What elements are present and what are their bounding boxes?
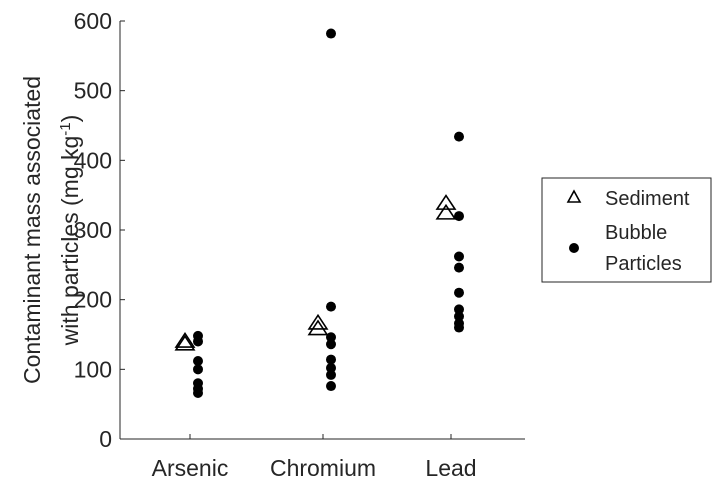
sediment-point (309, 321, 327, 335)
bubble-particle-point (454, 288, 464, 298)
bubble-particle-point (454, 132, 464, 142)
bubble-particle-point (193, 364, 203, 374)
bubble-particle-point (326, 29, 336, 39)
sediment-point (437, 205, 455, 219)
bubble-particle-point (193, 388, 203, 398)
y-axis-label-line2-prefix: with particles (mg kg (57, 136, 83, 347)
bubble-particle-point (454, 211, 464, 221)
bubble-particle-point (326, 381, 336, 391)
y-tick-label: 500 (74, 78, 112, 104)
bubble-particle-point (326, 339, 336, 349)
data-marks (176, 29, 464, 398)
y-axis-label-superscript: -1 (57, 122, 74, 135)
x-tick-label-chromium: Chromium (270, 455, 376, 481)
sediment-point (437, 196, 455, 210)
legend-sediment-label: Sediment (605, 188, 690, 210)
legend-bubble-label-line1: Bubble (605, 222, 667, 244)
legend-bubble-marker (569, 243, 579, 253)
bubble-particle-point (326, 370, 336, 380)
legend-bubble-label-line2: Particles (605, 253, 682, 275)
bubble-particle-point (326, 302, 336, 312)
axes (120, 21, 525, 439)
bubble-particle-point (454, 323, 464, 333)
y-tick-label: 100 (74, 356, 112, 382)
x-axis-ticks: Arsenic Chromium Lead (152, 434, 477, 481)
y-tick-label: 0 (99, 426, 112, 452)
y-axis-label-line1: Contaminant mass associated (19, 76, 45, 384)
y-tick-label: 600 (74, 8, 112, 34)
x-tick-label-arsenic: Arsenic (152, 455, 229, 481)
bubble-particle-point (454, 251, 464, 261)
y-axis-label-line2-suffix: ) (57, 115, 83, 123)
legend: Sediment Bubble Particles (542, 178, 711, 282)
bubble-particle-point (193, 336, 203, 346)
bubble-particle-point (454, 263, 464, 273)
y-axis-label-line2: with particles (mg kg-1) (57, 115, 84, 347)
x-tick-label-lead: Lead (425, 455, 476, 481)
